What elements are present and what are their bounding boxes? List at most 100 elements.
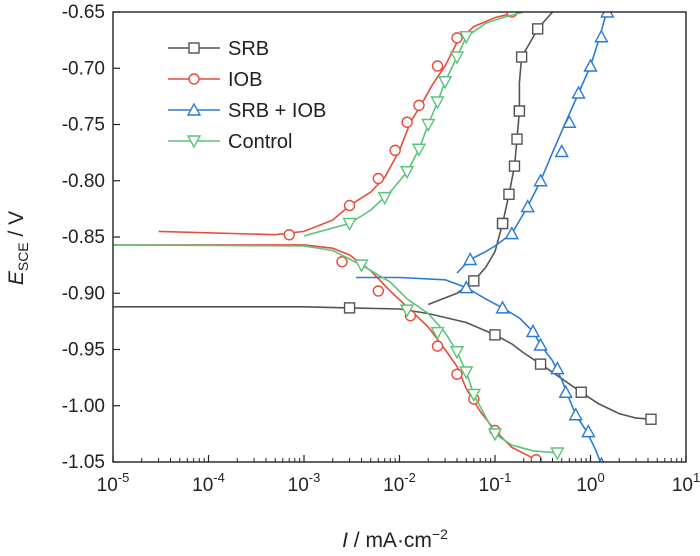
data-point [431,340,444,352]
series-line-cathodic [113,306,652,420]
legend-label: SRB [228,38,269,60]
y-axis-title-rest: / V [5,211,28,243]
y-tick-label: -0.70 [62,58,105,79]
legend-item: Control [168,131,292,153]
x-axis-title-rest: / mA·cm [348,529,432,552]
series-line-cathodic [113,244,558,454]
data-point [430,96,445,110]
legend-marker [188,73,200,85]
data-point [525,324,541,338]
data-point [562,114,577,128]
legend-label: IOB [228,69,262,91]
data-point [581,424,596,438]
legend-label: SRB + IOB [228,100,326,122]
data-point [336,256,348,268]
data-point [354,259,369,273]
y-tick-label: -1.05 [62,452,105,473]
y-axis-title-italic: E [5,270,28,285]
data-point [449,51,465,65]
data-point [554,144,569,158]
y-tick-label: -1.00 [62,396,105,417]
y-tick-label: -0.80 [62,171,105,192]
legend-marker [188,42,200,54]
data-point [421,118,436,132]
data-point [550,361,565,375]
data-point [645,413,657,425]
axis-layer: -0.65 -0.70 -0.75 -0.80 -0.85 -0.90 -0.95 -1.00… [62,2,700,496]
data-point [513,105,526,117]
series-srb-iob [356,12,615,462]
data-point [377,191,392,206]
series-control [113,12,565,461]
data-point [534,358,547,370]
y-tick-label: -0.95 [62,340,105,361]
legend-marker [186,135,202,149]
x-axis-title: I / mA·cm−2 [342,526,448,552]
legend-item: IOB [168,69,262,91]
data-point [600,12,615,18]
x-axis-title-sup: −2 [432,526,448,542]
x-axis-title-italic: I [342,529,348,552]
data-point [571,85,586,99]
legend-item: SRB [168,38,269,60]
x-tick-label: 100 [576,470,604,496]
series-line-cathodic [356,276,602,462]
y-tick-label: -0.75 [62,115,105,136]
data-point [508,160,521,172]
data-point [389,144,401,157]
data-point [459,31,474,45]
data-point [496,217,509,230]
data-point [533,337,548,351]
data-point [568,407,583,421]
plot-area [113,12,657,462]
data-point [411,143,427,157]
series-srb [113,12,657,425]
plot-layer [113,12,657,462]
y-tick-label: -0.85 [62,227,105,248]
data-point [468,275,480,287]
data-point [401,116,413,128]
data-point [532,23,544,35]
legend-label: Control [228,131,292,153]
y-axis-title: ESCE / V [5,211,31,285]
data-point [489,329,501,341]
data-point [487,428,503,442]
y-axis-title-sub: SCE [15,242,31,271]
data-point [283,229,295,241]
x-tick-label: 10-5 [97,470,130,496]
x-tick-label: 10-4 [192,470,225,496]
data-point [495,300,510,314]
data-point [594,29,609,43]
data-point [451,368,463,380]
data-point [372,172,385,185]
data-point [511,133,523,145]
data-point [503,188,515,200]
data-point [451,32,463,44]
data-point [533,173,548,187]
legend: SRB IOB SRB + IOB Control [168,38,326,153]
x-tick-label: 10-1 [479,470,512,496]
data-point [343,199,356,212]
legend-marker [186,102,202,116]
data-point [515,51,528,63]
data-point [520,199,535,213]
data-point [431,60,444,72]
y-tick-label: -0.90 [62,283,105,304]
data-point [466,388,481,402]
data-point [399,166,415,180]
data-point [343,302,356,314]
data-point [342,217,357,231]
data-point [550,447,565,461]
data-point [463,252,478,266]
data-point [459,280,474,294]
data-point [583,58,598,72]
x-tick-label: 101 [672,470,700,496]
data-point [504,226,519,240]
data-point [449,346,465,360]
data-point [413,99,425,112]
data-point [530,454,542,462]
data-point [558,384,573,398]
data-point [399,304,415,318]
